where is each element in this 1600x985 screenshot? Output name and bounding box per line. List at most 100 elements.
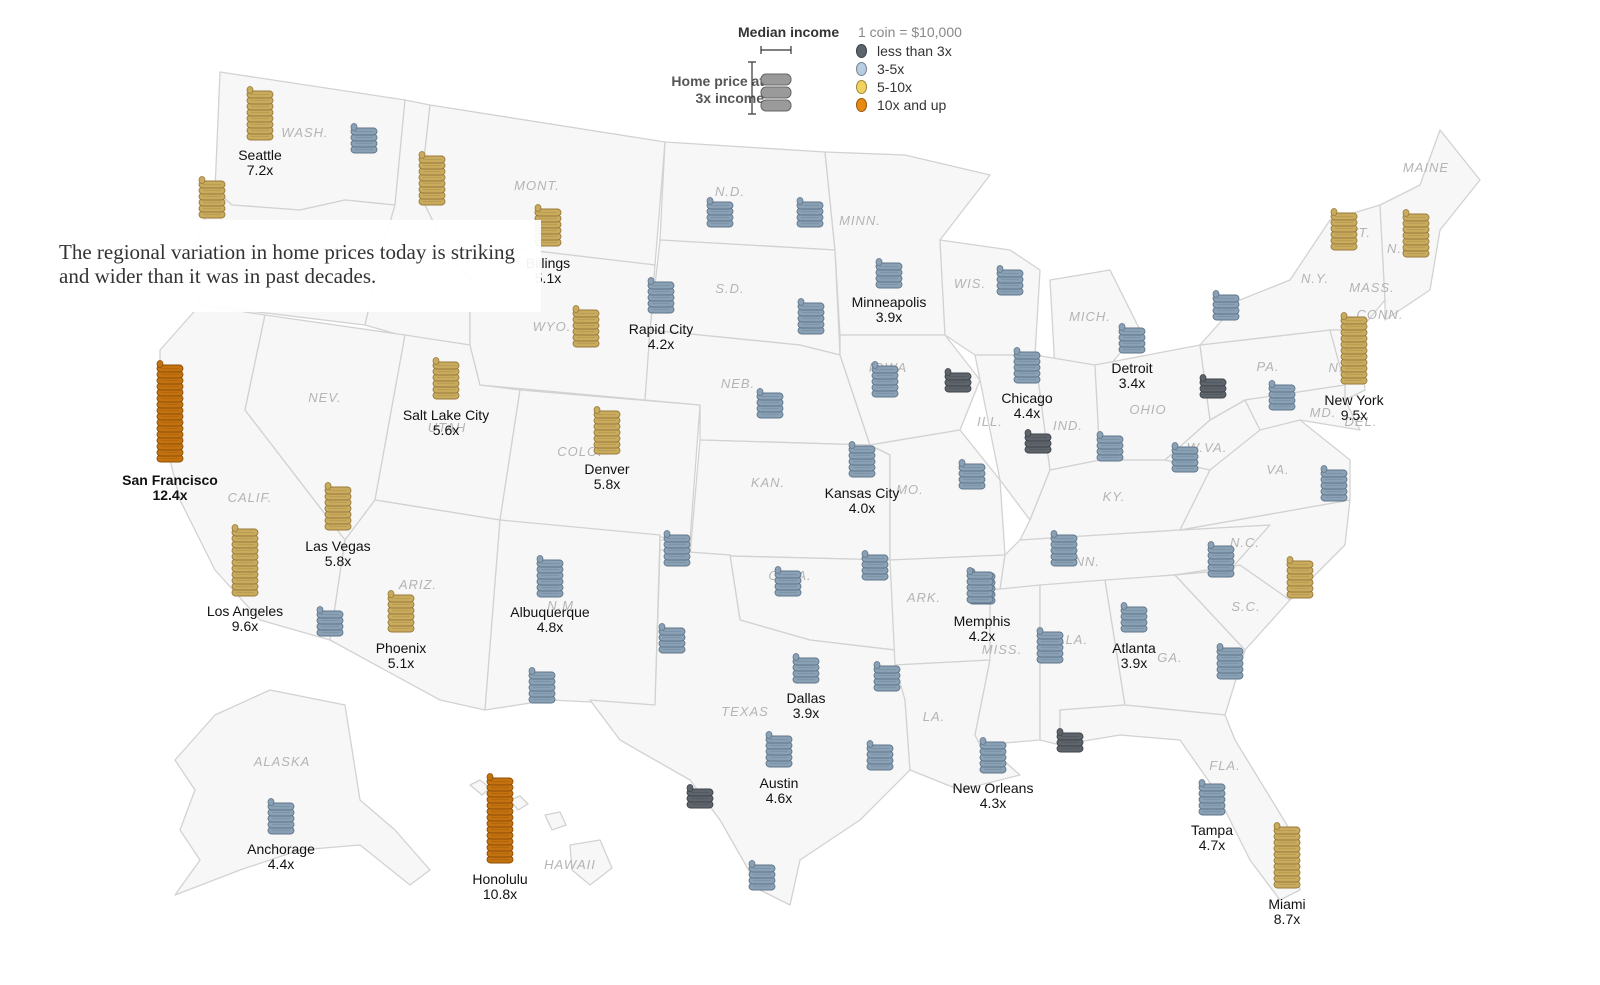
coin-stack-albuquerque [536, 555, 564, 598]
state-alaska [174, 689, 431, 896]
coin [979, 759, 1007, 768]
coin [706, 201, 734, 210]
coin [861, 560, 889, 569]
coin-top [387, 590, 395, 598]
coin-top [966, 567, 974, 575]
city-name: Albuquerque [510, 604, 590, 620]
coin-stack-unlabeled [748, 860, 776, 891]
city-name: Memphis [954, 613, 1011, 629]
state-label: N.M. [547, 598, 578, 613]
coin-top [756, 388, 764, 396]
city-ratio: 7.2x [247, 162, 273, 178]
state-label: GA. [1157, 650, 1182, 665]
city-ratio: 4.8x [537, 619, 563, 635]
coin [1286, 572, 1314, 581]
coin-stack-unlabeled [1212, 290, 1240, 321]
coin-stack-miami [1273, 822, 1301, 889]
coin-stack-unlabeled [1036, 627, 1064, 664]
coin-top [748, 860, 756, 868]
state-label: ALASKA [253, 754, 311, 769]
city-ratio: 3.4x [1119, 375, 1145, 391]
coin-stack-unlabeled [316, 606, 344, 637]
coin-stack-unlabeled [350, 123, 378, 154]
state-label: MONT. [514, 178, 560, 193]
city-name: Las Vegas [305, 538, 370, 554]
coin-stack-unlabeled [572, 305, 600, 348]
coin-top [267, 798, 275, 806]
state-label: KAN. [751, 475, 785, 490]
coin-top [1330, 208, 1338, 216]
coin [1050, 534, 1078, 543]
city-ratio: 4.0x [849, 500, 875, 516]
state-label: MICH. [1069, 309, 1111, 324]
city-name: New York [1324, 392, 1384, 408]
coin-stack-unlabeled [1402, 209, 1430, 258]
legend-label-3-5x: 3-5x [877, 61, 905, 77]
state-label: NEB. [721, 376, 755, 391]
coin [797, 314, 825, 323]
coin [796, 207, 824, 216]
coin-top [647, 277, 655, 285]
coin [774, 588, 802, 597]
coin-top [1096, 431, 1104, 439]
coin [316, 610, 344, 619]
coin-top [1050, 530, 1058, 538]
coin [1273, 880, 1301, 889]
coin [1268, 390, 1296, 399]
coin [246, 114, 274, 123]
coin [418, 191, 446, 200]
coin [765, 753, 793, 762]
coin-top [572, 305, 580, 313]
coin [1024, 445, 1052, 454]
state-label: MO. [896, 482, 924, 497]
coin [156, 376, 184, 385]
coin [156, 418, 184, 427]
coin-top [1013, 347, 1021, 355]
coin [1096, 435, 1124, 444]
coin-top [706, 197, 714, 205]
coin-top [536, 555, 544, 563]
coin [1340, 322, 1368, 331]
coin [231, 540, 259, 549]
coin-stack-minneapolis [875, 258, 903, 289]
coin-stack-unlabeled [686, 784, 714, 809]
state-label: IND. [1053, 418, 1083, 433]
coin [996, 269, 1024, 278]
coin-top [316, 606, 324, 614]
city-name: Honolulu [472, 871, 527, 887]
state-label: HAWAII [544, 857, 596, 872]
city-ratio: 4.3x [980, 795, 1006, 811]
legend-home-title-line2: 3x income [695, 90, 764, 106]
state-label: MINN. [839, 213, 881, 228]
coin-stack-tampa [1198, 779, 1226, 816]
coin [958, 475, 986, 484]
legend-row-10x-and-up: 10x and up [856, 96, 946, 114]
coin [432, 361, 460, 370]
coin-stack-unlabeled [871, 361, 899, 398]
legend-swatch-less-than-3x [856, 44, 867, 58]
coin-stack-unlabeled [1207, 541, 1235, 578]
coin-top [1402, 209, 1410, 217]
state-label: N.Y. [1301, 271, 1329, 286]
state-label: WYO. [533, 319, 572, 334]
coin [958, 463, 986, 472]
coin [796, 213, 824, 222]
coin-top [1268, 380, 1276, 388]
coin [1198, 789, 1226, 798]
city-ratio: 4.4x [268, 856, 294, 872]
state-north-dakota [659, 141, 836, 251]
coin [324, 522, 352, 531]
state-shapes [159, 71, 1481, 906]
coin-stack-unlabeled [996, 265, 1024, 296]
coin [748, 864, 776, 873]
coin-stack-unlabeled [658, 623, 686, 654]
coin [944, 378, 972, 387]
coin-top [871, 361, 879, 369]
state-label: PA. [1257, 359, 1280, 374]
coin [1330, 212, 1358, 221]
coin-top [534, 204, 542, 212]
coin-stack-unlabeled [1216, 643, 1244, 680]
coin [387, 624, 415, 633]
city-name: Phoenix [376, 640, 427, 656]
state-label: NEV. [308, 390, 341, 405]
